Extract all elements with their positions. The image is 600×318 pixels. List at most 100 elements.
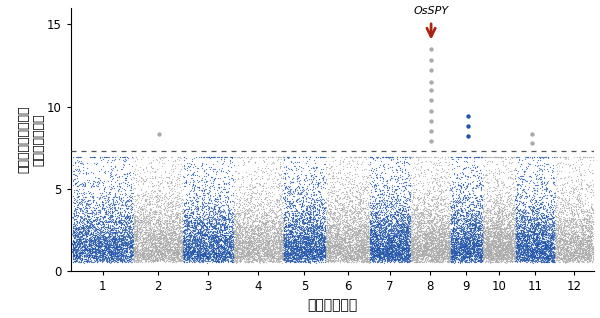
Point [207, 208, 217, 213]
Point [435, 234, 445, 239]
Point [206, 197, 216, 202]
Point [295, 224, 305, 229]
Point [169, 218, 179, 223]
Point [107, 176, 116, 181]
Point [462, 248, 472, 253]
Point [195, 218, 205, 223]
Point [238, 210, 247, 215]
Point [299, 239, 308, 244]
Point [411, 238, 421, 244]
Point [125, 246, 134, 251]
Point [502, 247, 511, 252]
Point [116, 258, 126, 263]
Point [382, 247, 392, 252]
Point [481, 239, 490, 245]
Point [191, 253, 200, 259]
Point [121, 216, 130, 221]
Point [121, 248, 130, 253]
Point [152, 245, 162, 251]
Point [88, 205, 98, 210]
Point [314, 241, 324, 246]
Point [529, 180, 538, 185]
Point [526, 249, 535, 254]
Point [383, 241, 392, 246]
Point [157, 180, 166, 185]
Point [553, 225, 562, 230]
Point [577, 201, 587, 206]
Point [81, 206, 91, 211]
Point [173, 250, 182, 255]
Point [460, 240, 470, 245]
Point [243, 223, 253, 228]
Point [104, 190, 114, 195]
Point [214, 242, 223, 247]
Point [119, 155, 129, 160]
Point [383, 162, 392, 167]
Point [265, 245, 275, 250]
Point [152, 258, 162, 263]
Point [382, 247, 392, 252]
Point [320, 245, 329, 250]
Point [180, 239, 190, 244]
Point [462, 252, 472, 257]
Point [112, 230, 122, 235]
Point [165, 245, 175, 250]
Point [220, 227, 229, 232]
Point [202, 170, 211, 176]
Point [522, 258, 532, 263]
Point [548, 237, 558, 242]
Point [368, 193, 378, 198]
Point [104, 260, 114, 265]
Point [452, 186, 461, 191]
Point [448, 215, 458, 220]
Point [449, 233, 459, 238]
Point [569, 252, 579, 257]
Point [319, 238, 329, 243]
Point [194, 241, 204, 246]
Point [587, 253, 596, 258]
Point [358, 199, 368, 204]
Point [195, 253, 205, 259]
Point [528, 232, 538, 237]
Point [218, 257, 228, 262]
Point [554, 224, 563, 229]
Point [494, 243, 504, 248]
Point [586, 190, 596, 195]
Point [577, 247, 587, 252]
Point [560, 230, 570, 235]
Point [452, 246, 462, 251]
Point [162, 235, 172, 240]
Point [127, 190, 136, 195]
Point [559, 190, 568, 195]
Point [281, 243, 291, 248]
Point [471, 240, 481, 245]
Point [182, 251, 192, 256]
Point [205, 233, 215, 238]
Point [316, 180, 325, 185]
Point [240, 235, 250, 240]
Point [68, 247, 77, 252]
Point [259, 227, 269, 232]
Point [217, 258, 226, 263]
Point [281, 239, 290, 244]
Point [536, 250, 546, 255]
Point [464, 253, 474, 259]
Point [379, 223, 389, 228]
Point [426, 254, 436, 259]
Point [382, 214, 392, 219]
Point [169, 159, 178, 164]
Point [106, 242, 116, 247]
Point [381, 246, 391, 251]
Point [175, 211, 184, 216]
Point [91, 255, 101, 260]
Point [444, 258, 454, 263]
Point [425, 252, 435, 257]
Point [415, 228, 425, 233]
Point [71, 236, 80, 241]
Point [264, 242, 274, 247]
Point [324, 229, 334, 234]
Point [216, 237, 226, 242]
Point [542, 220, 551, 225]
Point [286, 190, 295, 195]
Point [539, 212, 549, 218]
